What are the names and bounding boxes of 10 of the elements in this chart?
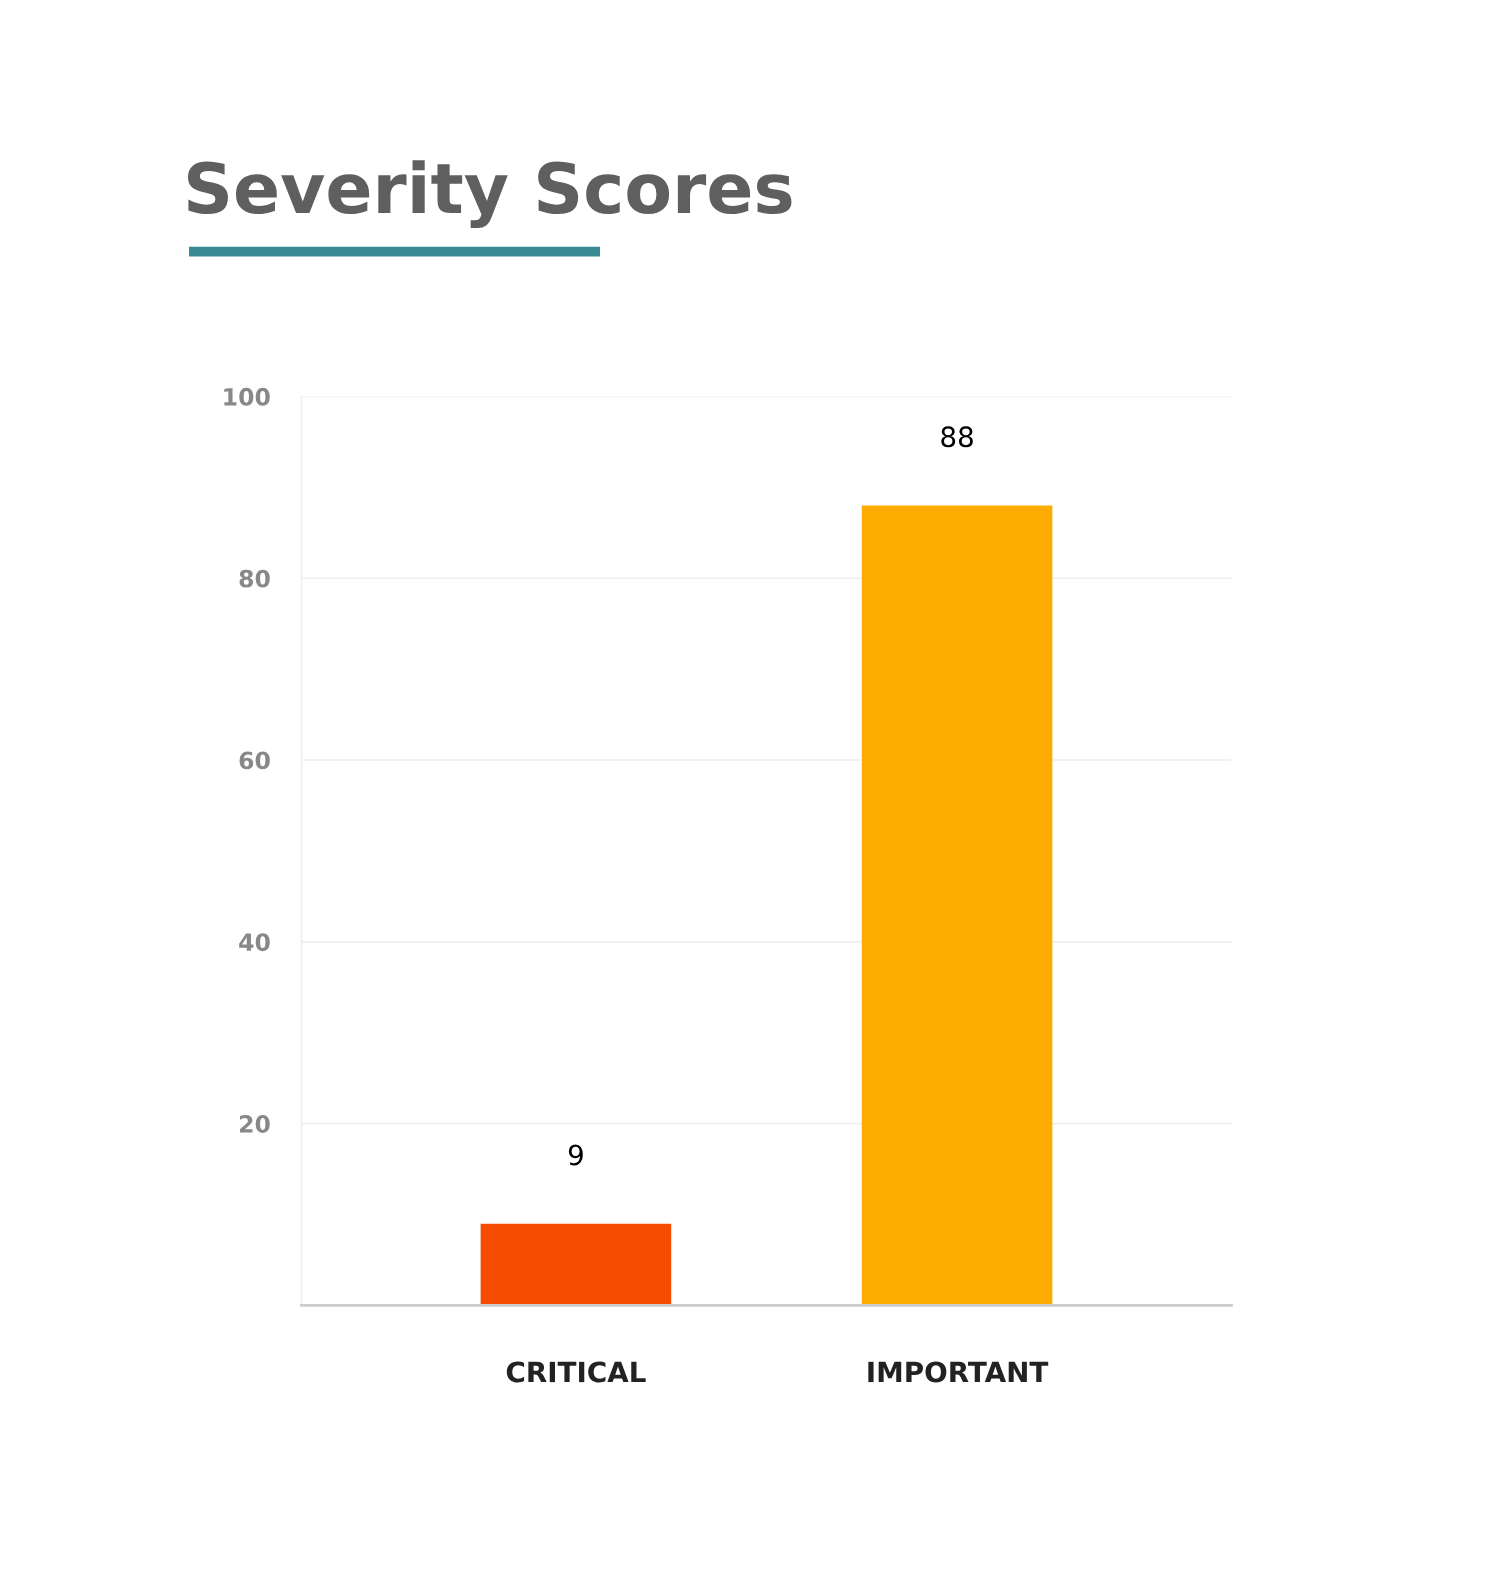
x-tick-label: IMPORTANT bbox=[868, 1361, 1049, 1383]
chart-title: Severity Scores bbox=[187, 160, 792, 229]
y-tick-label: 80 bbox=[239, 569, 270, 588]
data-label: 9 bbox=[568, 1144, 583, 1166]
x-tick-label: CRITICAL bbox=[506, 1361, 646, 1383]
data-label: 88 bbox=[941, 426, 973, 448]
y-tick-label: 100 bbox=[224, 387, 270, 406]
y-tick-label: 40 bbox=[239, 933, 270, 952]
y-tick-label: 60 bbox=[239, 751, 270, 770]
y-tick-label: 20 bbox=[239, 1115, 270, 1133]
